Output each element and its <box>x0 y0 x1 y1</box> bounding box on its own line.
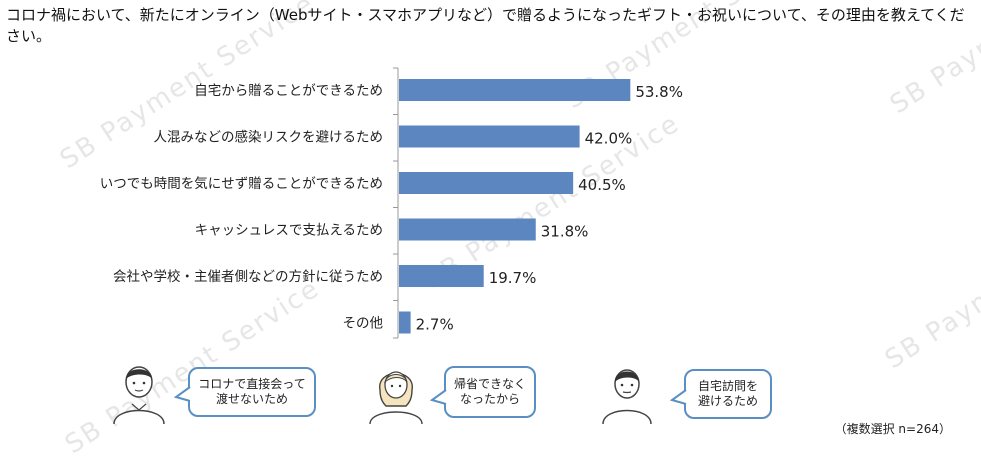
bar <box>399 218 536 241</box>
speech-bubble-3: 自宅訪問を 避けるため <box>684 369 772 419</box>
category-label: キャッシュレスで支払えるため <box>195 223 383 239</box>
bar-chart: 自宅から贈ることができるため 53.8% 人混みなどの感染リスクを避けるため 42.0… <box>100 67 683 339</box>
category-label: 自宅から贈ることができるため <box>194 83 383 99</box>
value-label: 19.7% <box>489 269 537 287</box>
speech-bubble-text: 帰省できなく なったから <box>453 377 526 406</box>
value-label: 42.0% <box>585 130 633 148</box>
speech-bubble-tail-icon <box>670 389 687 405</box>
category-label: いつでも時間を気にせず贈ることができるため <box>100 176 383 192</box>
bar <box>399 311 411 334</box>
bar <box>399 79 631 101</box>
value-label: 2.7% <box>416 316 454 334</box>
survey-question: コロナ禍において、新たにオンライン（Webサイト・スマホアプリなど）で贈るように… <box>6 6 965 45</box>
man-person-icon <box>113 366 165 424</box>
category-label: 会社や学校・主催者側などの方針に従うため <box>113 268 383 285</box>
speech-bubble-text: 自宅訪問を 避けるため <box>697 379 758 408</box>
speech-bubble-text: コロナで直接会って 渡せないため <box>198 377 306 406</box>
bar <box>399 125 580 148</box>
speech-bubble-1: コロナで直接会って 渡せないため <box>188 367 316 417</box>
category-label: 人混みなどの感染リスクを避けるため <box>154 129 384 146</box>
value-label: 31.8% <box>541 223 589 241</box>
value-label: 40.5% <box>578 176 626 194</box>
bar <box>399 172 574 194</box>
speech-bubble-tail-icon <box>430 389 447 405</box>
bar <box>399 265 484 287</box>
category-label: その他 <box>343 316 384 332</box>
value-label: 53.8% <box>635 83 683 101</box>
speech-bubble-tail-icon <box>174 386 191 402</box>
speech-bubble-2: 帰省できなく なったから <box>444 366 536 418</box>
man-person-icon <box>602 369 652 424</box>
sample-note: （複数選択 n=264） <box>834 422 951 436</box>
woman-person-icon <box>369 371 423 424</box>
